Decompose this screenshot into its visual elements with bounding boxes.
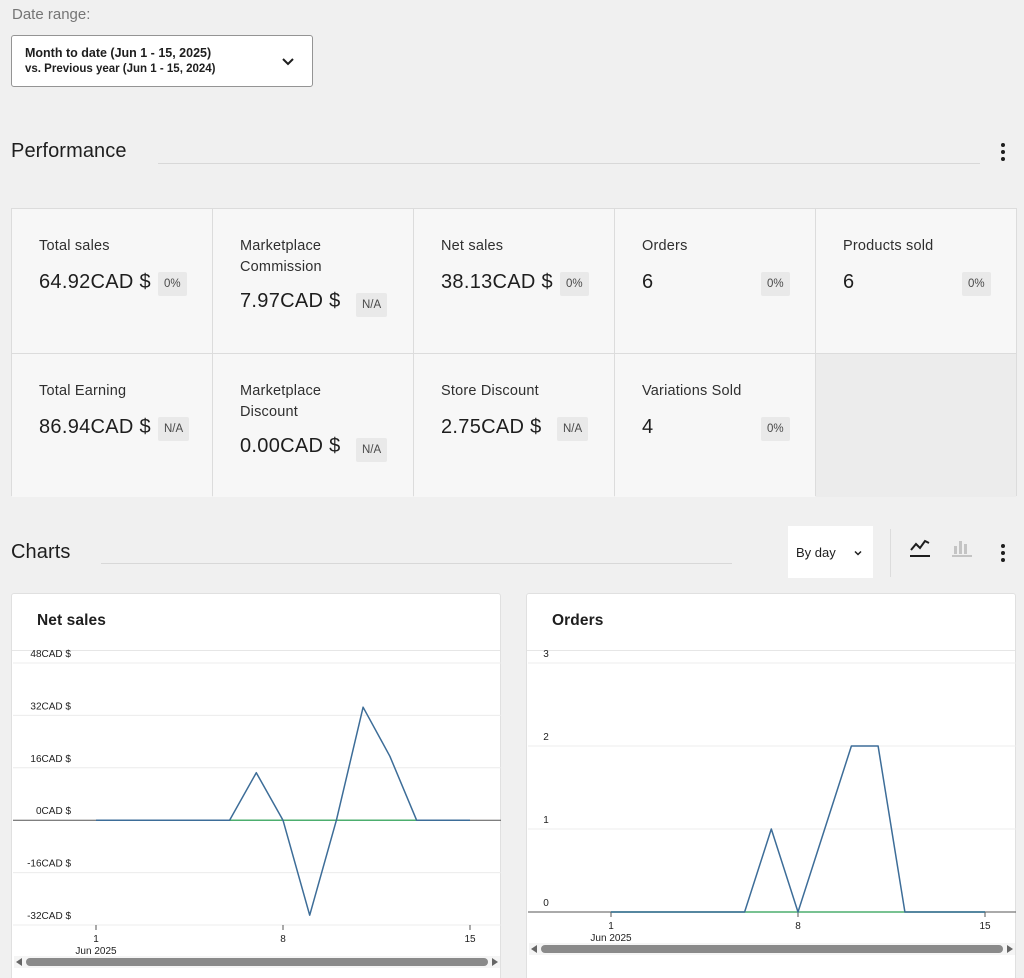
delta-badge: 0% — [761, 417, 790, 441]
y-tick-label: 32CAD $ — [30, 701, 71, 712]
interval-select[interactable]: By day — [788, 526, 873, 578]
net-sales-chart: 48CAD $ 32CAD $ 16CAD $ 0CAD $ -16CAD $ -32CA… — [13, 649, 501, 968]
performance-grid: Total sales 64.92CAD $ 0% Marketplace Co… — [11, 208, 1017, 497]
delta-badge: 0% — [962, 272, 991, 296]
date-range-label: Date range: — [12, 6, 91, 23]
tile-label: Orders — [642, 238, 688, 254]
performance-menu-icon[interactable] — [993, 140, 1013, 164]
tile-label: Total sales — [39, 238, 110, 254]
delta-badge: 0% — [158, 272, 187, 296]
x-tick-label: 8 — [280, 934, 286, 945]
scrollbar-thumb[interactable] — [26, 958, 488, 966]
tile-products-sold[interactable]: Products sold 6 0% — [816, 209, 1016, 353]
bar-chart-icon[interactable] — [950, 536, 974, 560]
toolbar-separator — [890, 529, 891, 577]
date-range-compare: vs. Previous year (Jun 1 - 15, 2024) — [25, 63, 216, 75]
tile-store-discount[interactable]: Store Discount 2.75CAD $ N/A — [414, 354, 614, 497]
y-tick-label: 3 — [543, 649, 549, 660]
scroll-left-icon[interactable] — [16, 958, 22, 966]
current-period-line — [96, 706, 470, 916]
chart-title: Orders — [552, 612, 604, 629]
tile-net-sales[interactable]: Net sales 38.13CAD $ 0% — [414, 209, 614, 353]
x-axis-sublabel: Jun 2025 — [590, 933, 632, 944]
charts-menu-icon[interactable] — [993, 541, 1013, 565]
x-tick-label: 1 — [93, 934, 99, 945]
orders-chart: 3 2 1 0 1 8 15 Jun 2025 — [528, 649, 1016, 955]
card-divider — [527, 650, 1015, 651]
y-tick-label: -32CAD $ — [27, 911, 71, 922]
date-range-current: Month to date (Jun 1 - 15, 2025) — [25, 46, 212, 60]
orders-chart-card: Orders 3 2 1 0 1 8 15 Jun 2025 — [526, 593, 1016, 978]
tile-value: 7.97CAD $ — [240, 290, 341, 312]
tile-value: 38.13CAD $ — [441, 271, 553, 293]
tile-variations-sold[interactable]: Variations Sold 4 0% — [615, 354, 815, 497]
scrollbar-thumb[interactable] — [541, 945, 1003, 953]
delta-badge: 0% — [761, 272, 790, 296]
chart-title: Net sales — [37, 612, 106, 629]
tile-label: Variations Sold — [642, 383, 742, 399]
tile-orders[interactable]: Orders 6 0% — [615, 209, 815, 353]
tile-value: 6 — [843, 271, 855, 293]
tile-label: Marketplace Discount — [240, 383, 322, 420]
delta-badge: 0% — [560, 272, 589, 296]
tile-label: Total Earning — [39, 383, 127, 399]
tile-value: 0.00CAD $ — [240, 435, 341, 457]
y-tick-label: 16CAD $ — [30, 754, 71, 765]
chevron-down-icon — [282, 58, 294, 66]
y-tick-label: -16CAD $ — [27, 859, 71, 870]
tile-label: Products sold — [843, 238, 934, 254]
y-tick-label: 0CAD $ — [36, 806, 71, 817]
tile-marketplace-discount[interactable]: Marketplace Discount 0.00CAD $ N/A — [213, 354, 413, 497]
tile-label: Marketplace Commission — [240, 238, 322, 275]
delta-badge: N/A — [557, 417, 589, 441]
x-tick-label: 15 — [979, 921, 991, 932]
interval-value: By day — [796, 545, 836, 560]
charts-title: Charts — [11, 541, 71, 563]
tile-value: 4 — [642, 416, 654, 438]
y-tick-label: 48CAD $ — [30, 649, 71, 660]
tile-value: 6 — [642, 271, 654, 293]
x-tick-label: 1 — [608, 921, 614, 932]
x-tick-label: 15 — [464, 934, 476, 945]
tile-empty — [816, 354, 1016, 497]
current-period-line — [611, 745, 985, 913]
scroll-left-icon[interactable] — [531, 945, 537, 953]
scroll-right-icon[interactable] — [492, 958, 498, 966]
performance-divider — [158, 163, 980, 164]
delta-badge: N/A — [356, 293, 388, 317]
charts-divider — [101, 563, 732, 564]
delta-badge: N/A — [356, 438, 388, 462]
tile-value: 64.92CAD $ — [39, 271, 151, 293]
line-chart-icon[interactable] — [908, 536, 932, 560]
card-divider — [12, 650, 500, 651]
tile-marketplace-commission[interactable]: Marketplace Commission 7.97CAD $ N/A — [213, 209, 413, 353]
tile-value: 2.75CAD $ — [441, 416, 542, 438]
delta-badge: N/A — [158, 417, 190, 441]
scroll-right-icon[interactable] — [1007, 945, 1013, 953]
x-axis-sublabel: Jun 2025 — [75, 946, 117, 957]
performance-title: Performance — [11, 140, 127, 162]
net-sales-chart-card: Net sales 48CAD $ 32CAD $ 16CAD $ 0CAD $ -16… — [11, 593, 501, 978]
y-tick-label: 2 — [543, 732, 549, 743]
chevron-down-icon — [854, 550, 862, 556]
tile-total-sales[interactable]: Total sales 64.92CAD $ 0% — [12, 209, 212, 353]
date-range-dropdown[interactable]: Month to date (Jun 1 - 15, 2025) vs. Pre… — [11, 35, 313, 87]
tile-value: 86.94CAD $ — [39, 416, 151, 438]
tile-label: Store Discount — [441, 383, 539, 399]
tile-label: Net sales — [441, 238, 504, 254]
y-tick-label: 1 — [543, 815, 549, 826]
y-tick-label: 0 — [543, 898, 549, 909]
tile-total-earning[interactable]: Total Earning 86.94CAD $ N/A — [12, 354, 212, 497]
x-tick-label: 8 — [795, 921, 801, 932]
